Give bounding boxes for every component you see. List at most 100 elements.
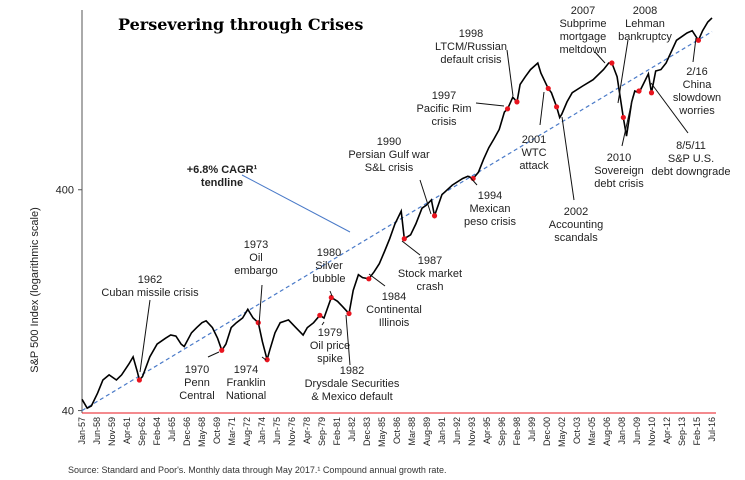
- crisis-marker: [317, 312, 323, 318]
- annotation-leader: [617, 39, 629, 104]
- x-tick-label: Dec-00: [542, 417, 552, 446]
- axis-layer: 40 400 Jan-57 Jun-58 Nov-59 Apr-61 Sep-62 Feb-6…: [56, 10, 717, 447]
- x-tick-label: Jun-58: [92, 417, 102, 445]
- crisis-marker: [264, 357, 270, 363]
- crisis-marker: [553, 104, 560, 110]
- x-tick-label: May-85: [377, 417, 387, 447]
- crisis-marker: [401, 236, 407, 242]
- annotation-leader: [401, 240, 421, 256]
- crisis-annotation: 1973 Oil embargo: [234, 239, 277, 277]
- annotation-leader: [345, 314, 351, 366]
- crisis-marker: [545, 85, 551, 92]
- x-tick-label: Jan-57: [77, 417, 87, 445]
- crisis-marker: [648, 90, 655, 96]
- crisis-annotation: 1997 Pacific Rim crisis: [416, 90, 471, 128]
- x-tick-label: Apr-12: [662, 417, 672, 444]
- annotation-leader: [475, 102, 505, 107]
- chart-title: Persevering through Crises: [118, 15, 363, 34]
- crisis-marker: [346, 310, 352, 317]
- sp500-index-line: [81, 17, 713, 410]
- x-tick-label: Apr-95: [482, 417, 492, 444]
- crisis-marker: [609, 60, 615, 66]
- x-tick-label: Jan-08: [617, 417, 627, 445]
- annotation-leader: [258, 284, 263, 326]
- crisis-annotation: 1962 Cuban missile crisis: [101, 274, 199, 299]
- annotation-leader: [468, 175, 478, 186]
- source-note: Source: Standard and Poor's. Monthly dat…: [68, 465, 446, 475]
- marker-layer: [136, 37, 702, 383]
- x-tick-label: Jan-74: [257, 417, 267, 445]
- crisis-marker: [431, 213, 438, 219]
- crisis-annotation: 2007 Subprime mortgage meltdown: [559, 5, 606, 56]
- crisis-annotation: 1974 Franklin National: [226, 364, 266, 402]
- x-tick-label: Mar-71: [227, 417, 237, 446]
- line-layer: [81, 17, 713, 410]
- x-tick-label: Jan-91: [437, 417, 447, 445]
- crisis-annotation: 1994 Mexican peso crisis: [464, 190, 516, 228]
- x-tick-label: Jul-82: [347, 417, 357, 442]
- x-tick-label: Nov-59: [107, 417, 117, 446]
- crisis-marker: [514, 99, 520, 105]
- crisis-annotation: 2001 WTC attack: [519, 134, 549, 172]
- crisis-annotation: 1990 Persian Gulf war S&L crisis: [348, 136, 430, 174]
- annotation-leader: [419, 179, 432, 215]
- x-tick-label: Jun-75: [272, 417, 282, 445]
- crisis-annotation: 1998 LTCM/Russian default crisis: [435, 28, 507, 66]
- annotation-leader: [329, 290, 333, 297]
- x-tick-label: Dec-83: [362, 417, 372, 446]
- trend-label: +6.8% CAGR¹ tendline: [187, 164, 258, 189]
- x-tick-label: Nov-76: [287, 417, 297, 446]
- annotation-leader: [506, 49, 514, 97]
- x-tick-label: Oct-69: [212, 417, 222, 444]
- crisis-marker: [255, 320, 261, 326]
- crisis-annotation: 2008 Lehman bankruptcy: [618, 5, 672, 43]
- annotation-leader: [692, 37, 697, 63]
- trend-label-leader: [241, 174, 351, 233]
- annotation-leader: [561, 116, 575, 201]
- crisis-annotation: 2002 Accounting scandals: [549, 206, 603, 244]
- annotation-leader: [539, 91, 545, 126]
- crisis-annotation: 2010 Sovereign debt crisis: [594, 152, 644, 190]
- x-tick-label: May-02: [557, 417, 567, 447]
- x-tick-label: Jun-92: [452, 417, 462, 445]
- crisis-annotation: 8/5/11 S&P U.S. debt downgrade: [652, 140, 731, 178]
- annotation-leader: [621, 95, 634, 147]
- annotation-leader: [139, 299, 151, 373]
- crisis-marker: [636, 88, 642, 94]
- x-tick-label: Oct-86: [392, 417, 402, 444]
- x-tick-label: Mar-05: [587, 417, 597, 446]
- crisis-marker: [219, 347, 225, 353]
- crisis-annotation: 1980 Silver bubble: [312, 247, 345, 285]
- crisis-marker: [328, 294, 334, 301]
- x-tick-label: Jul-99: [527, 417, 537, 442]
- x-tick-label: Feb-81: [332, 417, 342, 446]
- annotation-leader: [207, 351, 220, 358]
- y-tick-label: 40: [62, 406, 74, 418]
- x-tick-label: Jul-16: [707, 417, 717, 442]
- x-tick-label: Apr-78: [302, 417, 312, 444]
- x-tick-label: May-68: [197, 417, 207, 447]
- x-tick-label: Mar-88: [407, 417, 417, 446]
- crisis-annotation: 1979 Oil price spike: [310, 327, 350, 365]
- x-tick-label: Feb-15: [692, 417, 702, 446]
- x-tick-label: Sep-96: [497, 417, 507, 446]
- x-tick-label: Sep-79: [317, 417, 327, 446]
- crisis-marker: [695, 37, 702, 43]
- x-tick-label: Oct-03: [572, 417, 582, 444]
- x-tick-label: Nov-10: [647, 417, 657, 446]
- x-tick-label: Aug-89: [422, 417, 432, 446]
- x-tick-label: Feb-98: [512, 417, 522, 446]
- crisis-marker: [136, 377, 142, 383]
- y-axis-label: S&P 500 Index (logarithmic scale): [29, 207, 41, 373]
- crisis-annotation: 1984 Continental Illinois: [366, 291, 422, 329]
- y-tick-label: 400: [56, 185, 74, 197]
- x-tick-label: Apr-61: [122, 417, 132, 444]
- annotation-leader: [368, 273, 386, 287]
- x-tick-label: Jun-09: [632, 417, 642, 445]
- x-tick-label: Aug-72: [242, 417, 252, 446]
- crisis-annotation: 2/16 China slowdown worries: [673, 66, 721, 117]
- x-tick-label: Sep-62: [137, 417, 147, 446]
- annotation-leader: [321, 321, 325, 326]
- x-tick-label: Nov-93: [467, 417, 477, 446]
